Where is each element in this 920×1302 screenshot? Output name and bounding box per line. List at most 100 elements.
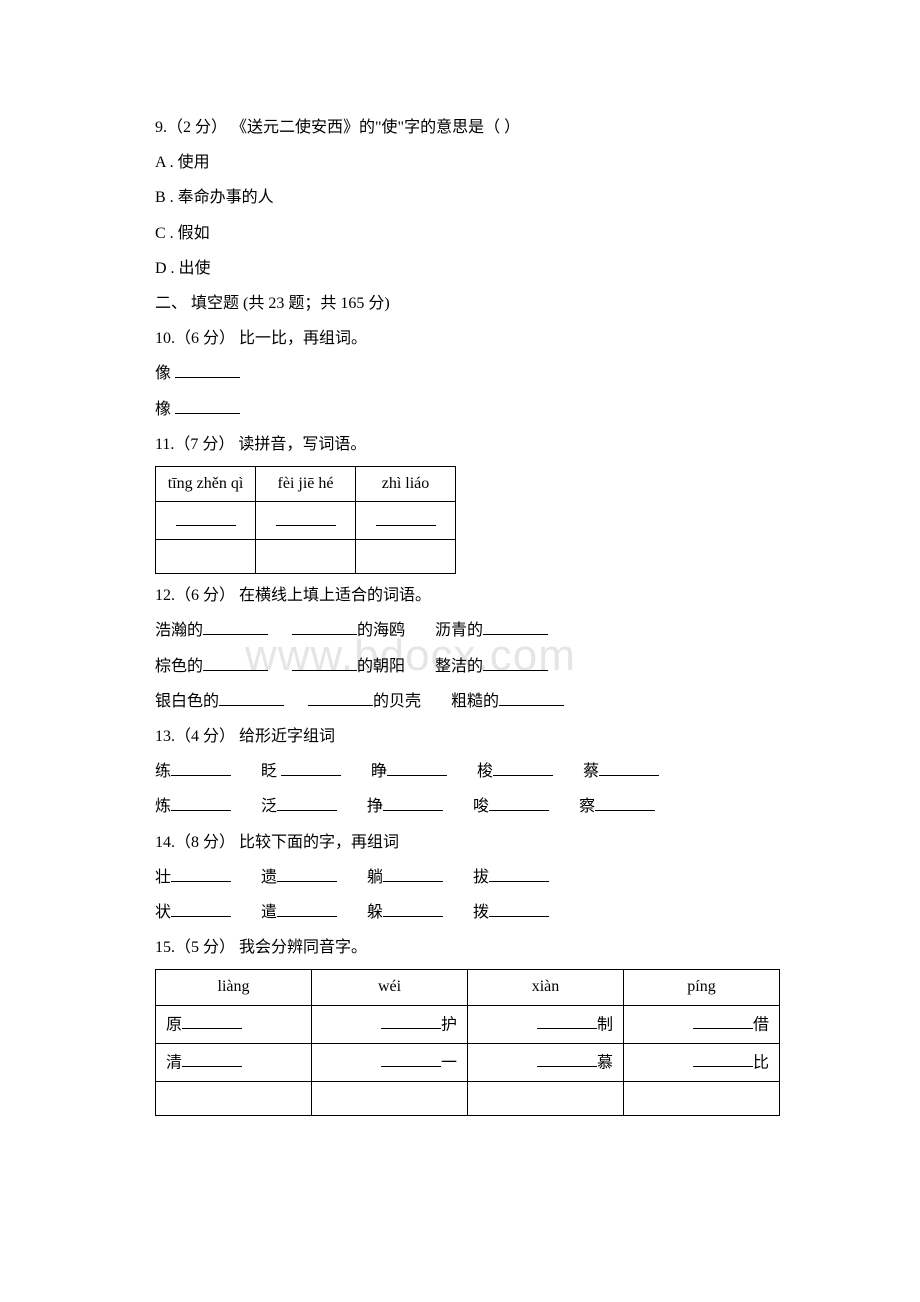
q15-r3c4 — [624, 1081, 780, 1115]
q14-r2-2: 躲 — [367, 904, 383, 921]
q15-b8[interactable] — [693, 1050, 753, 1068]
q13-b1[interactable] — [171, 759, 231, 777]
q12-r3c: 粗糙的 — [451, 693, 499, 710]
q13-b9[interactable] — [489, 794, 549, 812]
q15-r1c2-suf: 护 — [441, 1016, 457, 1033]
q12-b8[interactable] — [308, 688, 373, 706]
q15-r1c4: 借 — [624, 1005, 780, 1043]
q14-r1-0: 壮 — [155, 869, 171, 886]
q9-opt-d: D . 出使 — [155, 251, 780, 286]
q14-b4[interactable] — [489, 864, 549, 882]
q15-r2c4-suf: 比 — [753, 1054, 769, 1071]
q15-h3: xiàn — [468, 970, 624, 1005]
q13-b5[interactable] — [599, 759, 659, 777]
q12-b6[interactable] — [483, 653, 548, 671]
q15-r3c1 — [156, 1081, 312, 1115]
q14-b2[interactable] — [277, 864, 337, 882]
q13-r1-0: 练 — [155, 763, 171, 780]
q15-r3c2 — [312, 1081, 468, 1115]
q12-r1c: 沥青的 — [435, 622, 483, 639]
q11-cell-3 — [356, 502, 456, 540]
q15-r2c3-suf: 慕 — [597, 1054, 613, 1071]
q11-cell-1 — [156, 502, 256, 540]
q14-b3[interactable] — [383, 864, 443, 882]
q13-r2-3: 唆 — [473, 798, 489, 815]
q12-row2: 棕色的的朝阳整洁的 — [155, 649, 780, 684]
q14-r1-1: 遗 — [261, 869, 277, 886]
q13-row1: 练眨 睁梭蔡 — [155, 754, 780, 789]
q15-r1c3-suf: 制 — [597, 1016, 613, 1033]
q12-b9[interactable] — [499, 688, 564, 706]
q12-b5[interactable] — [292, 653, 357, 671]
q9-opt-b: B . 奉命办事的人 — [155, 180, 780, 215]
q15-r2c1-pre: 清 — [166, 1054, 182, 1071]
q12-r2b: 的朝阳 — [357, 658, 405, 675]
q15-table: liàng wéi xiàn píng 原 护 制 借 清 一 慕 比 — [155, 969, 780, 1115]
q12-r3a: 银白色的 — [155, 693, 219, 710]
q12-row3: 银白色的的贝壳粗糙的 — [155, 684, 780, 719]
q13-r1-1: 眨 — [261, 763, 277, 780]
q13-b10[interactable] — [595, 794, 655, 812]
q13-b3[interactable] — [387, 759, 447, 777]
q11-cell-5 — [256, 540, 356, 574]
section-2-heading: 二、 填空题 (共 23 题；共 165 分) — [155, 286, 780, 321]
q14-r1-3: 拔 — [473, 869, 489, 886]
q11-blank-2[interactable] — [276, 508, 336, 526]
q12-b3[interactable] — [483, 618, 548, 636]
q15-b6[interactable] — [381, 1050, 441, 1068]
q12-b7[interactable] — [219, 688, 284, 706]
q14-row1: 壮遗躺拔 — [155, 860, 780, 895]
q15-b2[interactable] — [381, 1012, 441, 1030]
q15-b7[interactable] — [537, 1050, 597, 1068]
q9-opt-c: C . 假如 — [155, 216, 780, 251]
q11-blank-1[interactable] — [176, 508, 236, 526]
q12-b4[interactable] — [203, 653, 268, 671]
q9-opt-a: A . 使用 — [155, 145, 780, 180]
q10-row1: 像 — [155, 356, 780, 391]
q14-b1[interactable] — [171, 864, 231, 882]
q14-b5[interactable] — [171, 899, 231, 917]
q15-r2c4: 比 — [624, 1043, 780, 1081]
q12-b1[interactable] — [203, 618, 268, 636]
q14-b6[interactable] — [277, 899, 337, 917]
q10-blank-1[interactable] — [175, 361, 240, 379]
q15-r2c2-suf: 一 — [441, 1054, 457, 1071]
q11-h3: zhì liáo — [356, 466, 456, 501]
q13-r2-2: 挣 — [367, 798, 383, 815]
q15-r1c1-pre: 原 — [166, 1016, 182, 1033]
q11-h2: fèi jiē hé — [256, 466, 356, 501]
q15-r1c3: 制 — [468, 1005, 624, 1043]
q13-b4[interactable] — [493, 759, 553, 777]
q14-row2: 状遣躲拨 — [155, 895, 780, 930]
q15-r1c4-suf: 借 — [753, 1016, 769, 1033]
q13-b8[interactable] — [383, 794, 443, 812]
q13-b6[interactable] — [171, 794, 231, 812]
q13-b2[interactable] — [281, 759, 341, 777]
q13-row2: 炼泛挣唆察 — [155, 789, 780, 824]
q12-stem: 12.（6 分） 在横线上填上适合的词语。 — [155, 578, 780, 613]
q13-r2-1: 泛 — [261, 798, 277, 815]
q13-r1-2: 睁 — [371, 763, 387, 780]
q12-r2c: 整洁的 — [435, 658, 483, 675]
q15-stem: 15.（5 分） 我会分辨同音字。 — [155, 930, 780, 965]
q10-r2-pre: 橡 — [155, 401, 175, 418]
q12-r1b: 的海鸥 — [357, 622, 405, 639]
q12-r1a: 浩瀚的 — [155, 622, 203, 639]
q15-b3[interactable] — [537, 1012, 597, 1030]
q13-r2-0: 炼 — [155, 798, 171, 815]
q10-stem: 10.（6 分） 比一比，再组词。 — [155, 321, 780, 356]
q15-r2c2: 一 — [312, 1043, 468, 1081]
q11-blank-3[interactable] — [376, 508, 436, 526]
q14-b7[interactable] — [383, 899, 443, 917]
q15-b5[interactable] — [182, 1050, 242, 1068]
q14-b8[interactable] — [489, 899, 549, 917]
q11-cell-4 — [156, 540, 256, 574]
q10-r1-pre: 像 — [155, 365, 175, 382]
q13-b7[interactable] — [277, 794, 337, 812]
q10-blank-2[interactable] — [175, 396, 240, 414]
q11-h1: tīng zhěn qì — [156, 466, 256, 501]
q15-b1[interactable] — [182, 1012, 242, 1030]
q13-stem: 13.（4 分） 给形近字组词 — [155, 719, 780, 754]
q15-b4[interactable] — [693, 1012, 753, 1030]
q12-b2[interactable] — [292, 618, 357, 636]
